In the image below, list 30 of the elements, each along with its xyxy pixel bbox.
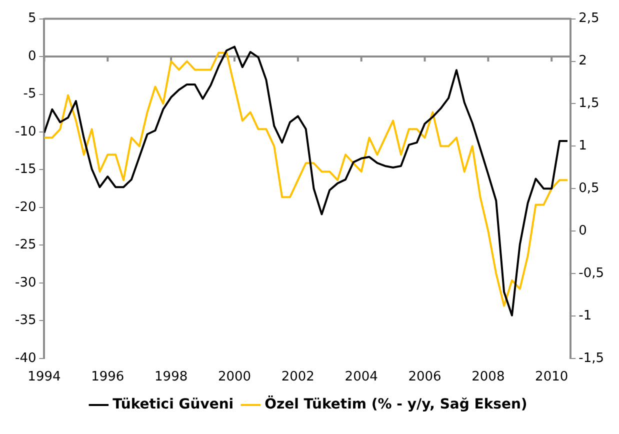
y-tick-label: -30 <box>15 275 36 290</box>
x-tick-label: 2004 <box>344 370 378 385</box>
y2-tick-label: 1,5 <box>578 96 600 112</box>
y2-tick-label: 0,5 <box>578 180 600 196</box>
y2-tick-label: 0 <box>578 223 587 238</box>
y2-tick-label: 2 <box>578 54 587 69</box>
y-tick-label: -40 <box>15 350 36 366</box>
y-tick-label: -15 <box>15 162 36 178</box>
y-tick-label: -25 <box>15 238 36 253</box>
y2-tick-label: 1 <box>578 138 587 154</box>
y2-tick-label: 2,5 <box>578 11 600 26</box>
y-tick-label: 5 <box>28 11 36 26</box>
x-tick-label: 2000 <box>218 370 252 385</box>
x-tick-label: 2002 <box>281 370 314 385</box>
x-tick-label: 1994 <box>28 370 61 385</box>
y2-tick-label: -1 <box>578 308 592 324</box>
y-tick-label: -5 <box>23 86 36 102</box>
y-tick-label: 0 <box>28 48 36 64</box>
y-tick-label: -35 <box>15 313 36 328</box>
x-tick-label: 2010 <box>535 370 568 385</box>
x-tick-label: 2006 <box>408 370 442 385</box>
x-tick-label: 2008 <box>472 370 505 385</box>
x-tick-label: 1996 <box>91 370 124 385</box>
y2-tick-label: -1,5 <box>578 350 604 366</box>
y2-tick-label: -0,5 <box>578 266 604 281</box>
y-tick-label: -20 <box>15 200 36 215</box>
legend-label: Özel Tüketim (% - y/y, Sağ Eksen) <box>264 396 528 413</box>
x-tick-label: 1998 <box>154 370 188 385</box>
legend-label: Tüketici Güveni <box>112 396 234 413</box>
y-tick-label: -10 <box>15 124 36 140</box>
